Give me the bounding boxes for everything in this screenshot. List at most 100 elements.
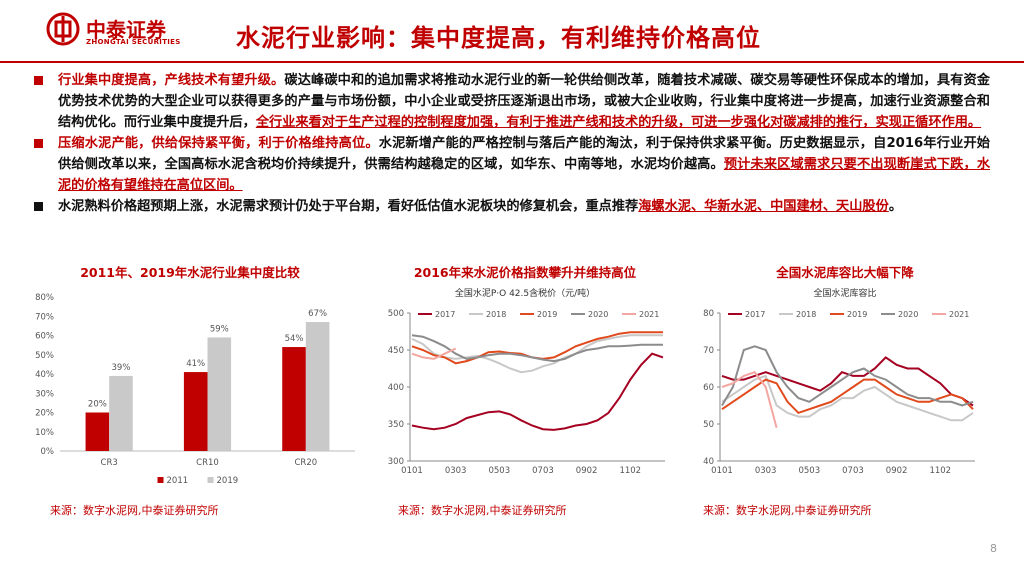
- series-line: [411, 347, 457, 360]
- legend-label: 2019: [537, 310, 557, 319]
- bullet-list: 行业集中度提高，产线技术有望升级。碳达峰碳中和的追加需求将推动水泥行业的新一轮供…: [28, 70, 990, 217]
- bullet-lead: 压缩水泥产能，供给保持紧平衡，利于价格维持高位。: [58, 136, 379, 151]
- value-label: 39%: [112, 363, 131, 373]
- bar: [207, 337, 232, 451]
- y-tick-label: 30%: [35, 389, 54, 399]
- x-tick-label: CR10: [196, 458, 219, 468]
- value-label: 67%: [308, 309, 327, 319]
- x-tick-label: 0703: [842, 466, 864, 476]
- page-number: 8: [990, 542, 997, 555]
- logo-icon: [46, 12, 80, 46]
- legend-label: 2011: [167, 476, 189, 486]
- x-tick-label: 0902: [576, 466, 598, 476]
- source-note: 来源：数字水泥网,中泰证券研究所: [703, 504, 872, 517]
- x-tick-label: 0101: [401, 466, 423, 476]
- legend-label: 2018: [796, 310, 816, 319]
- series-line: [411, 352, 664, 431]
- bullet-marker: [34, 76, 43, 85]
- bar: [305, 322, 330, 451]
- header-rule: [0, 61, 1024, 63]
- legend-label: 2021: [639, 310, 659, 319]
- y-tick-label: 20%: [35, 409, 54, 419]
- chart-subtitle: 全国水泥库容比: [813, 287, 876, 299]
- y-tick-label: 60: [703, 383, 714, 393]
- logo-subtext: ZHONGTAI SECURITIES: [86, 38, 181, 46]
- y-tick-label: 350: [388, 420, 404, 430]
- bullet-text: 碳达峰碳中和的追加需求将推动水泥行业的新一轮供给侧改革，随着技术减碳、碳交易等硬…: [58, 73, 990, 130]
- x-tick-label: 0101: [711, 466, 733, 476]
- series-line: [721, 378, 974, 415]
- bullet-marker: [34, 202, 43, 211]
- x-tick-label: CR20: [294, 458, 317, 468]
- legend-label: 2020: [898, 310, 918, 319]
- bar: [85, 412, 110, 451]
- slide-title: 水泥行业影响：集中度提高，有利维持价格高位: [236, 24, 761, 52]
- bullet-lead: 行业集中度提高，产线技术有望升级。: [58, 73, 285, 88]
- source-note: 来源：数字水泥网,中泰证券研究所: [50, 504, 219, 517]
- bar: [282, 347, 306, 451]
- y-tick-label: 70: [703, 346, 714, 356]
- legend-label: 2019: [847, 310, 867, 319]
- chart-title: 全国水泥库容比大幅下降: [775, 265, 914, 280]
- x-tick-label: 1102: [619, 466, 641, 476]
- chart-title: 2011年、2019年水泥行业集中度比较: [80, 265, 300, 280]
- chart-title: 2016年来水泥价格指数攀升并维持高位: [414, 265, 637, 280]
- legend-label: 2017: [745, 310, 765, 319]
- x-tick-label: 0503: [488, 466, 510, 476]
- bar: [183, 372, 208, 451]
- bullet-text: 水泥新增产能的严格控制与落后产能的淘汰，利于保持供求紧平衡。历史数据显示，自20…: [58, 136, 990, 172]
- y-tick-label: 300: [388, 457, 404, 467]
- x-tick-label: 0902: [886, 466, 908, 476]
- x-tick-label: 0303: [445, 466, 467, 476]
- series-line: [721, 371, 778, 428]
- bullet-highlight: 海螺水泥、华新水泥、中国建材、天山股份: [638, 199, 889, 214]
- bullet-text: 。: [888, 199, 902, 214]
- legend-label: 2020: [588, 310, 608, 319]
- y-tick-label: 10%: [35, 428, 54, 438]
- legend-label: 2019: [217, 476, 239, 486]
- bullet-text: 水泥熟料价格超预期上涨，水泥需求预计仍处于平台期，看好低估值水泥板块的修复机会，…: [58, 199, 639, 214]
- legend-label: 2017: [435, 310, 455, 319]
- legend-label: 2021: [949, 310, 969, 319]
- bullet: 水泥熟料价格超预期上涨，水泥需求预计仍处于平台期，看好低估值水泥板块的修复机会，…: [28, 196, 990, 217]
- y-tick-label: 400: [388, 383, 404, 393]
- series-line: [721, 345, 974, 407]
- value-label: 41%: [186, 359, 205, 369]
- y-tick-label: 80: [703, 309, 714, 319]
- value-label: 54%: [285, 334, 304, 344]
- x-tick-label: 0703: [532, 466, 554, 476]
- y-tick-label: 500: [388, 309, 404, 319]
- legend-swatch: [207, 477, 214, 483]
- bar-chart: 2011年、2019年水泥行业集中度比较 0% 10% 20% 30% 40% 50% 60%…: [35, 265, 355, 486]
- y-tick-label: 60%: [35, 332, 54, 342]
- x-tick-label: 0303: [755, 466, 777, 476]
- logo-text: 中泰证券: [86, 18, 166, 42]
- bar: [109, 375, 133, 451]
- series-line: [721, 374, 974, 422]
- y-tick-label: 50: [703, 420, 714, 430]
- bullet-highlight: 预计未来区域需求只要不出现断崖式下跌，水泥的价格有望维持在高位区间。: [58, 157, 991, 193]
- source-note: 来源：数字水泥网,中泰证券研究所: [398, 504, 567, 517]
- y-tick-label: 80%: [35, 293, 54, 303]
- y-tick-label: 70%: [35, 312, 54, 322]
- bullet: 压缩水泥产能，供给保持紧平衡，利于价格维持高位。水泥新增产能的严格控制与落后产能…: [28, 133, 990, 196]
- legend-label: 2018: [486, 310, 506, 319]
- bullet-highlight: 全行业来看对于生产过程的控制程度加强，有利于推进产线和技术的升级，可进一步强化对…: [255, 115, 982, 130]
- x-tick-label: 0503: [798, 466, 820, 476]
- bullet-marker: [34, 139, 43, 148]
- series-line: [411, 334, 663, 363]
- value-label: 59%: [210, 324, 229, 334]
- y-tick-label: 40: [703, 457, 714, 467]
- chart-subtitle: 全国水泥P·O 42.5含税价（元/吨）: [455, 287, 595, 299]
- value-label: 20%: [88, 400, 107, 410]
- y-tick-label: 50%: [35, 351, 54, 361]
- y-tick-label: 40%: [35, 370, 54, 380]
- bullet: 行业集中度提高，产线技术有望升级。碳达峰碳中和的追加需求将推动水泥行业的新一轮供…: [28, 70, 990, 133]
- y-tick-label: 0%: [41, 447, 55, 457]
- series-line: [411, 334, 663, 374]
- x-tick-label: 1102: [929, 466, 951, 476]
- y-tick-label: 450: [388, 346, 404, 356]
